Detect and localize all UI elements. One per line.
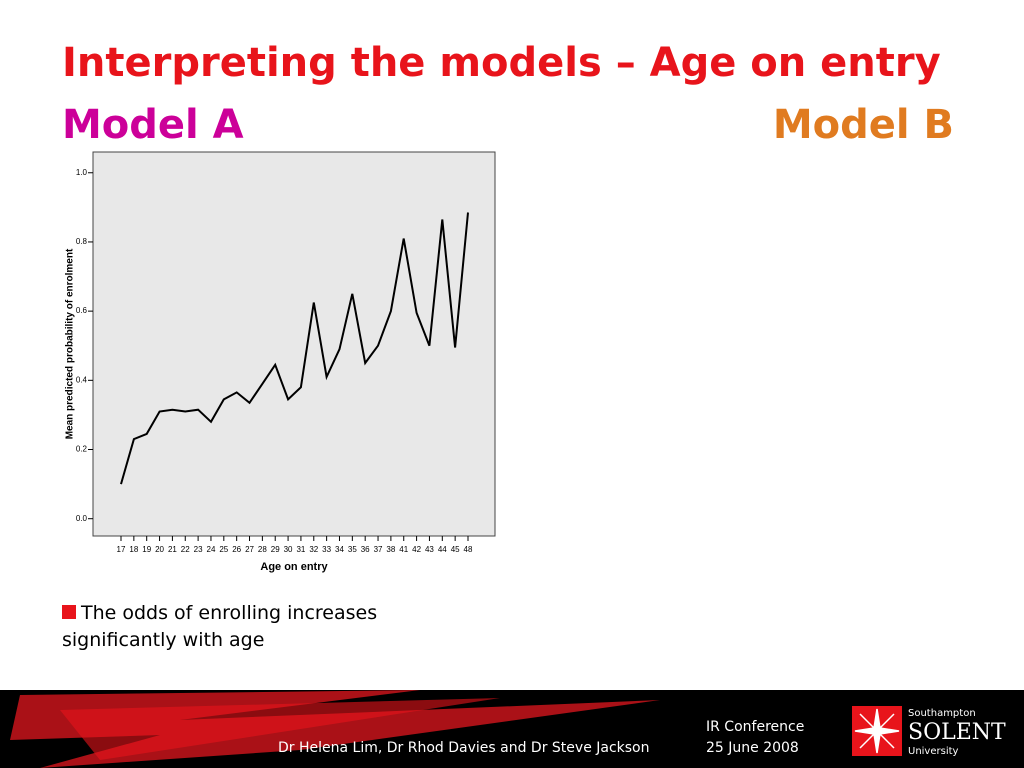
x-tick-label: 30 — [284, 545, 293, 554]
y-tick-label: 1.0 — [76, 168, 88, 177]
y-tick-label: 0.2 — [76, 445, 88, 454]
y-axis-label: Mean predicted probability of enrolment — [65, 248, 76, 439]
y-tick-label: 0.4 — [76, 375, 88, 384]
footer-date: 25 June 2008 — [706, 740, 799, 756]
x-tick-label: 37 — [374, 545, 383, 554]
bullet-point: The odds of enrolling increases signific… — [62, 600, 432, 654]
x-tick-label: 38 — [386, 545, 395, 554]
x-tick-label: 36 — [361, 545, 370, 554]
x-tick-label: 26 — [232, 545, 241, 554]
x-tick-label: 19 — [142, 545, 151, 554]
x-tick-label: 24 — [207, 545, 216, 554]
y-tick-label: 0.6 — [76, 306, 88, 315]
y-tick-label: 0.0 — [76, 514, 88, 523]
x-tick-label: 27 — [245, 545, 254, 554]
x-tick-label: 41 — [399, 545, 408, 554]
x-tick-label: 21 — [168, 545, 177, 554]
footer-event: IR Conference — [706, 719, 805, 735]
plot-area — [92, 151, 496, 537]
x-tick-label: 34 — [335, 545, 344, 554]
x-tick-label: 25 — [219, 545, 228, 554]
model-a-heading: Model A — [62, 102, 244, 148]
x-tick-label: 43 — [425, 545, 434, 554]
footer-decoration — [10, 690, 660, 768]
x-tick-label: 42 — [412, 545, 421, 554]
data-line — [120, 212, 469, 485]
logo-star — [852, 706, 902, 756]
x-tick-label: 44 — [438, 545, 447, 554]
slide-title: Interpreting the models – Age on entry — [62, 40, 941, 86]
chart: 0.0 0.2 0.4 0.6 0.8 1.0 17 18 19 20 21 22 23 24 25 26 27… — [65, 151, 496, 573]
y-tick-label: 0.8 — [76, 237, 88, 246]
x-tick-label: 31 — [296, 545, 305, 554]
logo-top: Southampton — [908, 708, 976, 719]
bullet-marker — [62, 605, 76, 619]
x-tick-label: 48 — [464, 545, 473, 554]
bullet-text: The odds of enrolling increases signific… — [62, 602, 378, 651]
x-tick-label: 18 — [129, 545, 138, 554]
x-tick-label: 45 — [451, 545, 460, 554]
x-tick-label: 17 — [117, 545, 126, 554]
logo-main: SOLENT — [908, 720, 1006, 745]
footer: Dr Helena Lim, Dr Rhod Davies and Dr Ste… — [0, 690, 1024, 768]
x-tick-label: 33 — [322, 545, 331, 554]
x-tick-label: 28 — [258, 545, 267, 554]
x-tick-label: 23 — [194, 545, 203, 554]
x-tick-label: 29 — [271, 545, 280, 554]
logo-bottom: University — [908, 746, 959, 757]
model-b-heading: Model B — [772, 102, 954, 148]
footer-authors: Dr Helena Lim, Dr Rhod Davies and Dr Ste… — [278, 740, 650, 756]
x-tick-label: 32 — [309, 545, 318, 554]
x-tick-label: 22 — [181, 545, 190, 554]
x-axis-label: Age on entry — [260, 561, 328, 573]
x-tick-label: 35 — [348, 545, 357, 554]
x-tick-label: 20 — [155, 545, 164, 554]
